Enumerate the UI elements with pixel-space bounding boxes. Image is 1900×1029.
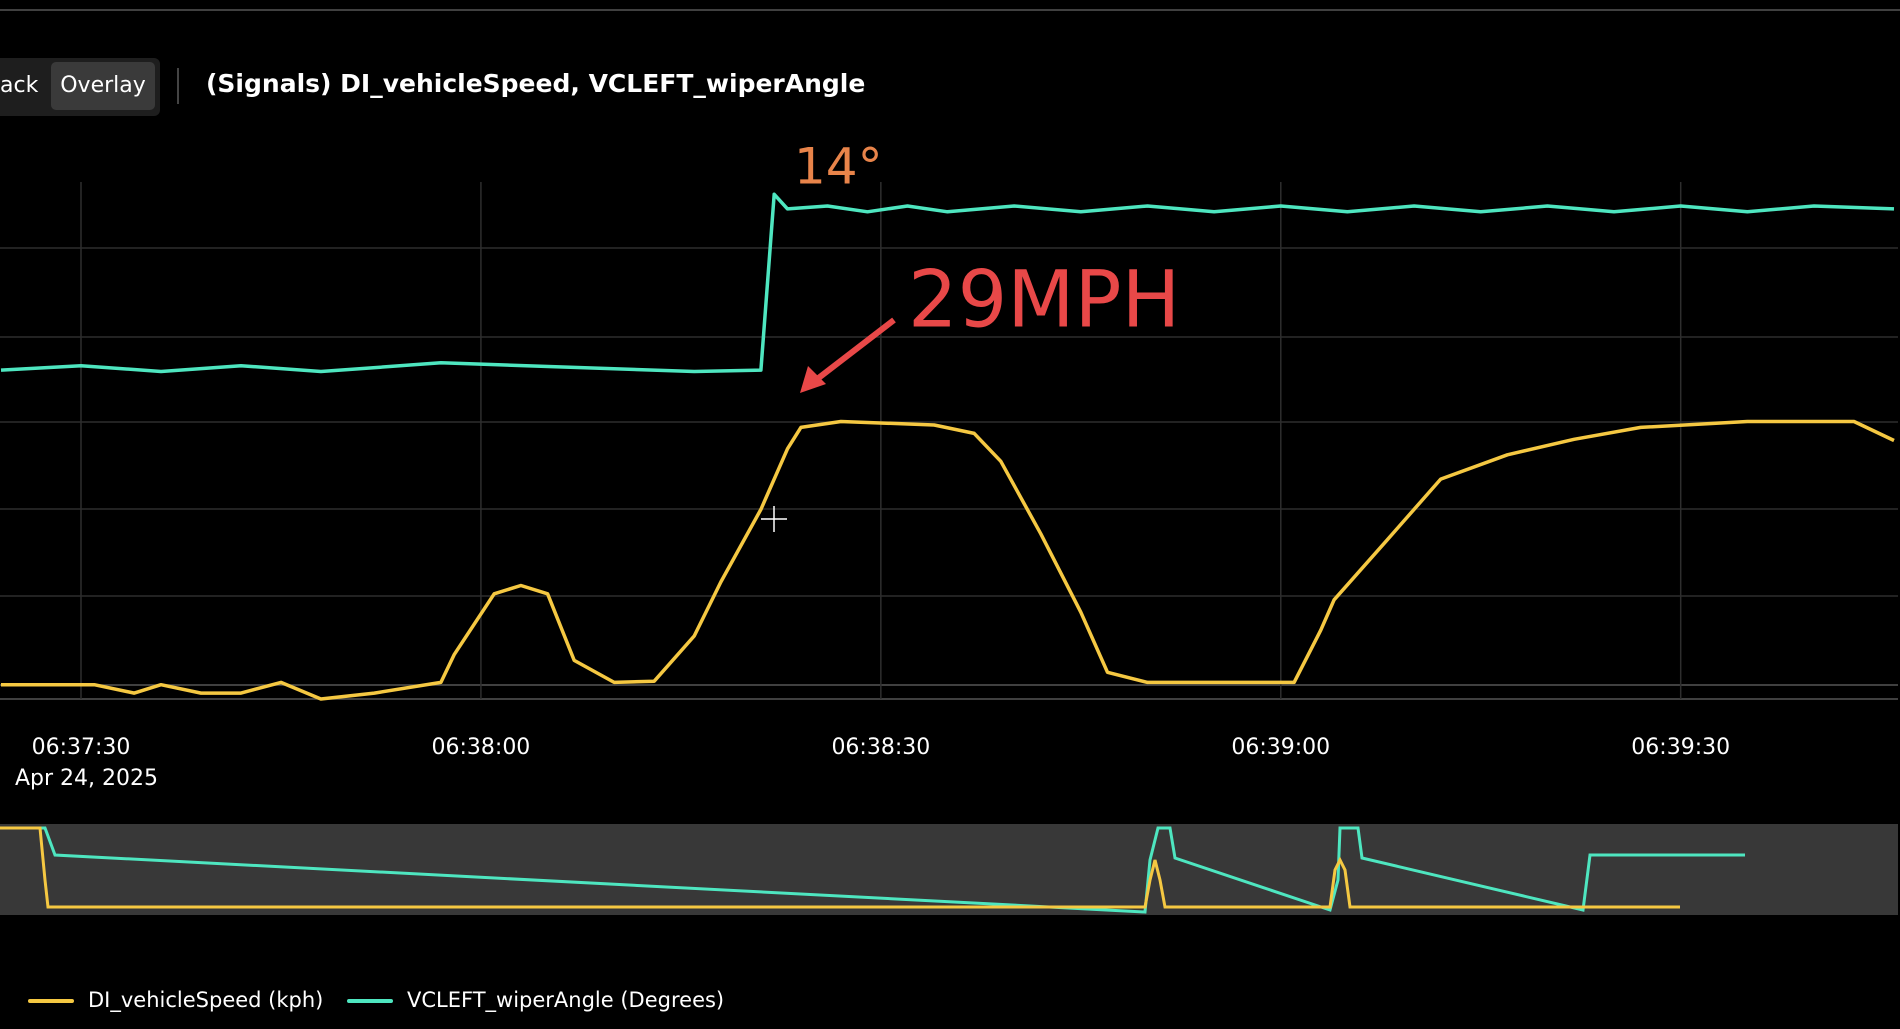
annotation: 29MPH (908, 255, 1180, 345)
overlay-button-bg[interactable] (51, 62, 155, 110)
x-tick-label: 06:38:30 (831, 735, 930, 760)
overview-trace (0, 826, 1680, 909)
toggle-button[interactable]: ack (0, 73, 39, 98)
overview-trace (0, 826, 1745, 914)
x-tick-label: 06:39:30 (1631, 735, 1730, 760)
crosshair (761, 506, 787, 532)
series-line (0, 192, 1895, 374)
series-line (1, 419, 1895, 701)
toggle-button[interactable]: Overlay (60, 73, 146, 98)
x-tick-label: 06:37:30 (32, 735, 131, 760)
annotation: 14° (794, 138, 883, 196)
h-grid (0, 247, 1898, 700)
date-label: Apr 24, 2025 (15, 766, 158, 791)
x-tick-label: 06:38:00 (432, 735, 531, 760)
legend-label[interactable]: DI_vehicleSpeed (kph) (88, 988, 323, 1013)
annotation-arrow (810, 317, 896, 386)
legend-label[interactable]: VCLEFT_wiperAngle (Degrees) (407, 988, 724, 1013)
x-tick-label: 06:39:00 (1231, 735, 1330, 760)
chart-title: (Signals) DI_vehicleSpeed, VCLEFT_wiperA… (206, 69, 865, 98)
annotation-arrowhead (800, 366, 826, 393)
